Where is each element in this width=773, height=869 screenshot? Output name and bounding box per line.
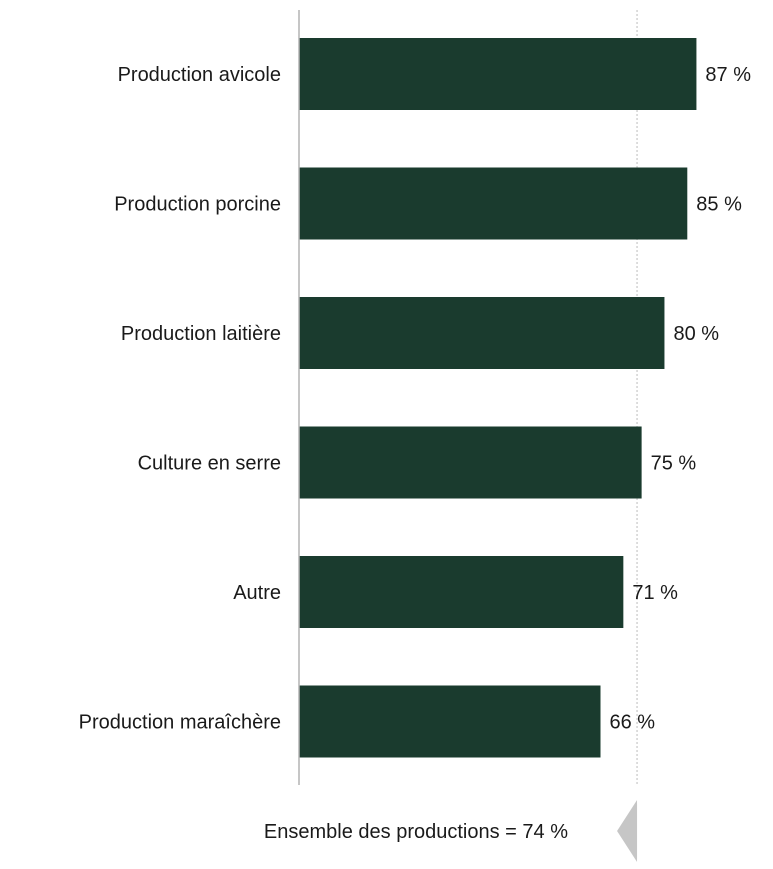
- value-label: 71 %: [632, 582, 678, 604]
- value-label: 80 %: [673, 323, 719, 345]
- bar: [299, 556, 624, 628]
- bar: [299, 426, 642, 499]
- category-label: Production laitière: [121, 323, 281, 345]
- category-label: Production maraîchère: [79, 712, 281, 734]
- bar: [299, 167, 688, 240]
- value-label: 85 %: [696, 194, 742, 216]
- category-label: Culture en serre: [138, 453, 281, 475]
- bar: [299, 685, 601, 758]
- labels-group: Production avicole 87 % Production porcine…: [79, 64, 752, 734]
- bar: [299, 297, 665, 369]
- value-label: 87 %: [705, 64, 751, 86]
- category-label: Autre: [233, 582, 281, 604]
- reference-marker-icon: [617, 800, 638, 862]
- bars-group: [299, 38, 697, 758]
- category-label: Production porcine: [114, 194, 281, 216]
- value-label: 75 %: [651, 453, 697, 475]
- reference-label: Ensemble des productions = 74 %: [264, 821, 568, 843]
- category-label: Production avicole: [118, 64, 281, 86]
- bar: [299, 38, 697, 110]
- value-label: 66 %: [610, 712, 656, 734]
